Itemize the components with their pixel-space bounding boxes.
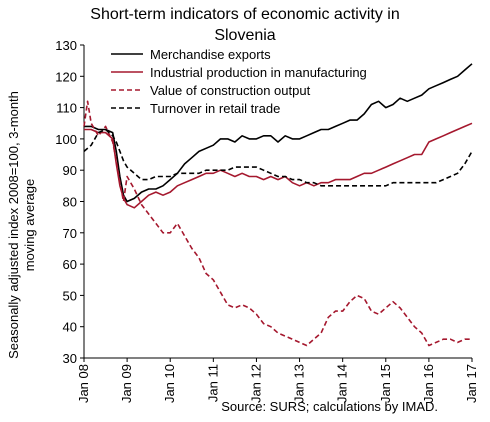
series-line-3 [83, 100, 472, 347]
chart-title: Short-term indicators of economic activi… [0, 4, 490, 46]
y-tick-label: 130 [55, 38, 77, 53]
chart-title-line-1: Short-term indicators of economic activi… [90, 6, 400, 23]
y-tick-label: 110 [56, 101, 77, 116]
x-tick-label: Jan 16 [421, 364, 436, 403]
x-tick-label: Jan 08 [76, 364, 91, 403]
x-tick-label: Jan 09 [119, 364, 134, 403]
y-tick-label: 90 [63, 163, 77, 178]
y-axis-label-line-1: Seasonally adjusted index 2008=100, 3-mo… [6, 91, 21, 359]
y-axis-label-line-2: moving average [22, 179, 37, 272]
series-line-4 [83, 128, 473, 187]
x-tick-label: Jan 14 [335, 364, 350, 403]
x-tick-label: Jan 10 [162, 364, 177, 403]
y-tick-label: 80 [63, 195, 77, 210]
chart-title-line-2: Slovenia [214, 27, 276, 44]
y-tick-label: 100 [55, 132, 77, 147]
x-axis: Jan 08 Jan 09 Jan 10 Jan 11 Jan 12 Jan 13 Jan … [76, 358, 479, 403]
y-tick-label: 30 [63, 351, 77, 366]
x-tick-label: Jan 11 [205, 364, 220, 402]
legend-label: Turnover in retail trade [150, 101, 280, 116]
series-lines [83, 63, 473, 347]
legend: Merchandise exports Industrial production… [111, 47, 367, 116]
y-tick-label: 50 [63, 288, 77, 303]
y-tick-label: 40 [63, 320, 77, 335]
series-line-1 [84, 63, 473, 203]
x-tick-label: Jan 12 [248, 364, 263, 403]
x-tick-label: Jan 15 [378, 364, 393, 403]
y-tick-label: 70 [63, 226, 77, 241]
legend-label: Value of construction output [150, 83, 311, 98]
legend-label: Industrial production in manufacturing [150, 65, 367, 80]
legend-label: Merchandise exports [150, 47, 271, 62]
y-tick-label: 120 [55, 69, 77, 84]
y-tick-label: 60 [63, 257, 77, 272]
source-note: Source: SURS; calculations by IMAD. [221, 399, 438, 414]
series-line-2 [84, 122, 473, 209]
y-axis: 30 40 50 60 70 80 90 100 110 120 130 [55, 38, 84, 366]
x-tick-label: Jan 13 [292, 364, 307, 403]
y-axis-label: Seasonally adjusted index 2008=100, 3-mo… [6, 91, 37, 359]
x-tick-label: Jan 17 [464, 364, 479, 403]
